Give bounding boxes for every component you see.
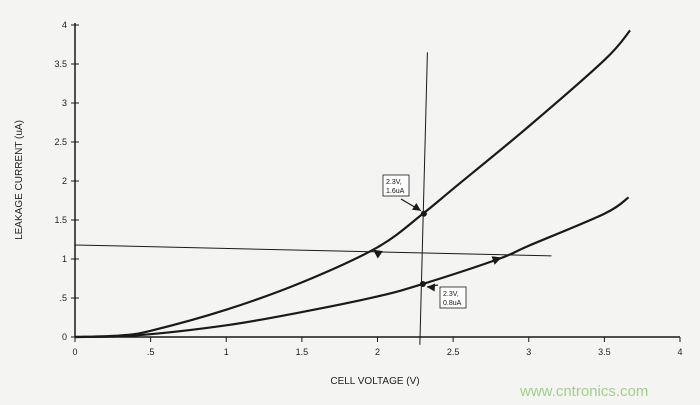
- y-tick-label: 1: [62, 254, 67, 264]
- x-tick-label: 4: [677, 347, 682, 357]
- annotation-arrowhead: [411, 203, 421, 211]
- x-tick-label: .5: [147, 347, 155, 357]
- reference-line-vertical: [419, 52, 428, 345]
- series-line-1: [74, 29, 631, 339]
- reference-line-horizontal: [74, 244, 552, 257]
- x-tick-label: 0: [72, 347, 77, 357]
- arrowhead-upper-curve: [372, 249, 383, 259]
- x-tick-label: 2: [375, 347, 380, 357]
- y-tick-label: .5: [59, 293, 67, 303]
- x-axis-label: CELL VOLTAGE (V): [330, 376, 419, 387]
- annotation-text: 0.8uA: [443, 300, 462, 307]
- annotation-arrowhead: [426, 283, 436, 292]
- y-tick-label: 4: [62, 20, 67, 30]
- watermark: www.cntronics.com: [519, 383, 648, 400]
- x-tick-label: 2.5: [447, 347, 460, 357]
- y-tick-label: 2.5: [54, 137, 67, 147]
- annotation-text: 2.3V,: [443, 291, 459, 298]
- x-tick-label: 1.5: [296, 347, 309, 357]
- y-tick-label: 1.5: [54, 215, 67, 225]
- y-tick-label: 2: [62, 176, 67, 186]
- y-tick-label: 3.5: [54, 59, 67, 69]
- x-tick-label: 1: [224, 347, 229, 357]
- annotation-text: 2.3V,: [386, 179, 402, 186]
- x-tick-label: 3: [526, 347, 531, 357]
- x-tick-label: 3.5: [598, 347, 611, 357]
- annotation-point: [420, 210, 427, 217]
- annotation-text: 1.6uA: [386, 188, 405, 195]
- y-axis-label: LEAKAGE CURRENT (uA): [14, 120, 25, 240]
- arrowhead-lower-curve: [491, 256, 502, 265]
- series-line-2: [74, 196, 630, 339]
- y-tick-label: 3: [62, 98, 67, 108]
- annotation-box: [382, 174, 410, 197]
- y-tick-label: 0: [62, 332, 67, 342]
- annotation-point: [419, 280, 426, 287]
- annotation-box: [439, 286, 467, 309]
